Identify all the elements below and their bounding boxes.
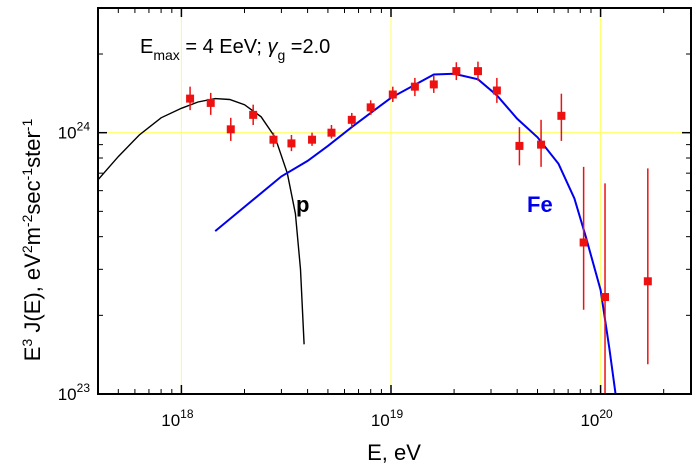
y-tick-label: 1023 xyxy=(58,381,91,404)
data-point xyxy=(557,111,566,120)
data-point xyxy=(492,86,501,95)
x-tick-label: 1019 xyxy=(371,407,404,430)
data-point xyxy=(429,80,438,89)
x-axis-title: E, eV xyxy=(367,440,421,465)
x-tick-label: 1018 xyxy=(161,407,194,430)
data-point xyxy=(249,110,258,119)
data-point xyxy=(308,135,317,144)
data-point xyxy=(643,277,652,286)
data-point xyxy=(269,135,278,144)
data-point xyxy=(473,67,482,76)
data-point xyxy=(347,115,356,124)
grid xyxy=(98,8,691,394)
x-tick-label: 1020 xyxy=(580,407,613,430)
data-points xyxy=(186,61,652,394)
data-point xyxy=(452,67,461,76)
curve-p xyxy=(98,97,305,345)
data-point xyxy=(226,125,235,134)
data-point xyxy=(601,293,610,302)
model-curves xyxy=(98,72,617,394)
data-point xyxy=(327,128,336,137)
data-point xyxy=(388,90,397,99)
curve-label-p: p xyxy=(296,192,309,217)
curve-label-fe: Fe xyxy=(527,192,553,217)
data-point xyxy=(206,98,215,107)
annotation-text: Emax = 4 EeV; γg =2.0 xyxy=(140,36,330,63)
y-tick-label: 1024 xyxy=(58,120,91,143)
axis-ticks: 1018 1019 1020 1023 1024 xyxy=(58,7,691,430)
data-point xyxy=(537,140,546,149)
data-point xyxy=(366,103,375,112)
data-point xyxy=(515,141,524,150)
data-point xyxy=(186,94,195,103)
data-point xyxy=(579,238,588,247)
plot-frame xyxy=(97,7,692,395)
data-point xyxy=(410,82,419,91)
curve-fe xyxy=(214,72,617,394)
data-point xyxy=(287,139,296,148)
y-axis-title: E3 J(E), eV2m-2sec-1ster-1 xyxy=(19,119,45,362)
